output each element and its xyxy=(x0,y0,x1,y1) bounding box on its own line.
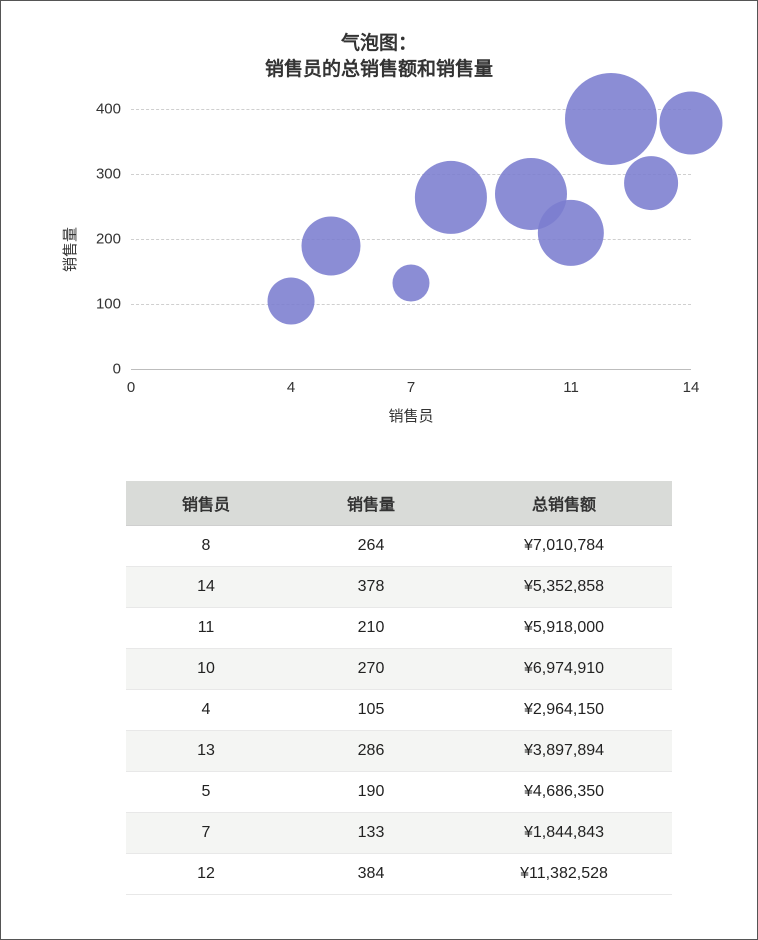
table-cell: 13 xyxy=(126,731,286,772)
table-row: 13286¥3,897,894 xyxy=(126,731,672,772)
table-cell: 10 xyxy=(126,649,286,690)
table-row: 10270¥6,974,910 xyxy=(126,649,672,690)
gridline xyxy=(131,239,691,240)
chart-plot-area: 01002003004000471114 xyxy=(131,109,691,369)
bubble xyxy=(301,216,360,275)
x-axis-baseline xyxy=(131,369,691,370)
y-tick-label: 0 xyxy=(71,361,121,378)
table-row: 5190¥4,686,350 xyxy=(126,772,672,813)
table-cell: ¥2,964,150 xyxy=(456,690,672,731)
table-cell: ¥11,382,528 xyxy=(456,854,672,895)
x-tick-label: 0 xyxy=(127,379,135,396)
gridline xyxy=(131,304,691,305)
table-row: 7133¥1,844,843 xyxy=(126,813,672,854)
x-axis-label: 销售员 xyxy=(388,405,433,426)
bubble xyxy=(659,92,722,155)
table-cell: 8 xyxy=(126,526,286,567)
table-row: 4105¥2,964,150 xyxy=(126,690,672,731)
bubble xyxy=(268,277,315,324)
table-cell: ¥5,352,858 xyxy=(456,567,672,608)
table-cell: 264 xyxy=(286,526,456,567)
y-tick-label: 200 xyxy=(71,231,121,248)
chart-title-line2: 销售员的总销售额和销售量 xyxy=(265,59,493,80)
table-cell: 384 xyxy=(286,854,456,895)
table-cell: 133 xyxy=(286,813,456,854)
table-row: 14378¥5,352,858 xyxy=(126,567,672,608)
table-header-cell: 总销售额 xyxy=(456,481,672,526)
table-row: 8264¥7,010,784 xyxy=(126,526,672,567)
x-tick-label: 11 xyxy=(563,379,579,396)
table-cell: ¥1,844,843 xyxy=(456,813,672,854)
table-row: 12384¥11,382,528 xyxy=(126,854,672,895)
table-cell: 14 xyxy=(126,567,286,608)
bubble xyxy=(624,156,678,210)
table-cell: 4 xyxy=(126,690,286,731)
chart-title: 气泡图： 销售员的总销售额和销售量 xyxy=(1,31,757,82)
gridline xyxy=(131,174,691,175)
table-cell: 7 xyxy=(126,813,286,854)
bubble xyxy=(565,73,657,165)
table-cell: ¥6,974,910 xyxy=(456,649,672,690)
y-tick-label: 300 xyxy=(71,166,121,183)
chart-title-line1: 气泡图： xyxy=(341,33,417,54)
x-tick-label: 4 xyxy=(287,379,295,396)
table-cell: 11 xyxy=(126,608,286,649)
table-header-cell: 销售量 xyxy=(286,481,456,526)
y-tick-label: 400 xyxy=(71,101,121,118)
table-row: 11210¥5,918,000 xyxy=(126,608,672,649)
table-cell: 210 xyxy=(286,608,456,649)
x-tick-label: 7 xyxy=(407,379,415,396)
table-header-row: 销售员销售量总销售额 xyxy=(126,481,672,526)
table-cell: 270 xyxy=(286,649,456,690)
table-cell: 5 xyxy=(126,772,286,813)
table-header-cell: 销售员 xyxy=(126,481,286,526)
table-cell: 105 xyxy=(286,690,456,731)
page-frame: 气泡图： 销售员的总销售额和销售量 销售量 销售员 01002003004000… xyxy=(0,0,758,940)
bubble xyxy=(495,157,567,229)
bubble xyxy=(415,161,487,233)
table-cell: 190 xyxy=(286,772,456,813)
bubble xyxy=(392,264,429,301)
x-tick-label: 14 xyxy=(683,379,700,396)
data-table: 销售员销售量总销售额 8264¥7,010,78414378¥5,352,858… xyxy=(126,481,672,895)
table-cell: ¥4,686,350 xyxy=(456,772,672,813)
table-cell: ¥7,010,784 xyxy=(456,526,672,567)
table-cell: ¥3,897,894 xyxy=(456,731,672,772)
y-tick-label: 100 xyxy=(71,296,121,313)
table-cell: ¥5,918,000 xyxy=(456,608,672,649)
table-cell: 286 xyxy=(286,731,456,772)
table-cell: 12 xyxy=(126,854,286,895)
table-cell: 378 xyxy=(286,567,456,608)
